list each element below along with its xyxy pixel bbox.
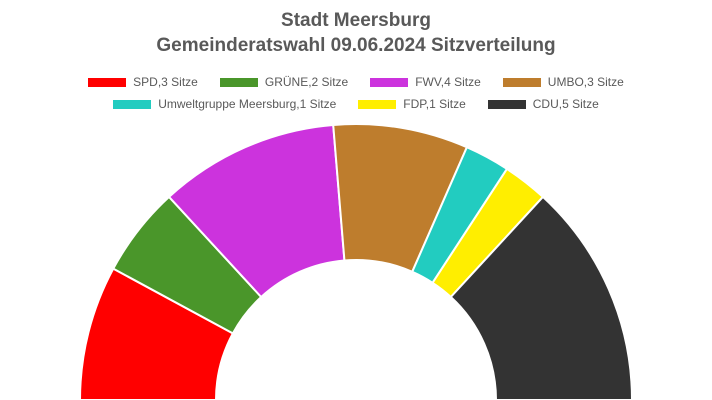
legend-label: FDP,1 Sitze [403,97,466,111]
legend-row-2: Umweltgruppe Meersburg,1 Sitze FDP,1 Sitz… [0,97,712,111]
legend-label: CDU,5 Sitze [532,97,599,111]
legend-item: CDU,5 Sitze [487,97,599,111]
legend-item: FWV,4 Sitze [370,75,481,89]
legend-label: GRÜNE,2 Sitze [264,75,349,89]
legend-item: UMBO,3 Sitze [502,75,624,89]
slice-cdu [449,195,634,400]
legend-swatch [502,77,541,87]
legend-item: Umweltgruppe Meersburg,1 Sitze [113,97,336,111]
chart-title: Stadt Meersburg [281,10,431,31]
legend-label: Umweltgruppe Meersburg,1 Sitze [158,97,337,111]
legend-swatch [219,77,258,87]
legend-swatch [88,77,127,87]
legend-item: FDP,1 Sitze [358,97,466,111]
legend-label: FWV,4 Sitze [415,75,481,89]
legend-label: SPD,3 Sitze [133,75,198,89]
chart-subtitle: Gemeinderatswahl 09.06.2024 Sitzverteilu… [156,35,556,56]
legend-label: UMBO,3 Sitze [547,75,624,89]
legend-item: GRÜNE,2 Sitze [219,75,349,89]
legend-row-1: SPD,3 Sitze GRÜNE,2 Sitze FWV,4 Sitze UMBO,… [0,75,712,89]
legend-swatch [113,99,152,109]
legend-swatch [370,77,409,87]
legend-swatch [487,99,526,109]
legend-swatch [358,99,397,109]
legend-item: SPD,3 Sitze [88,75,198,89]
